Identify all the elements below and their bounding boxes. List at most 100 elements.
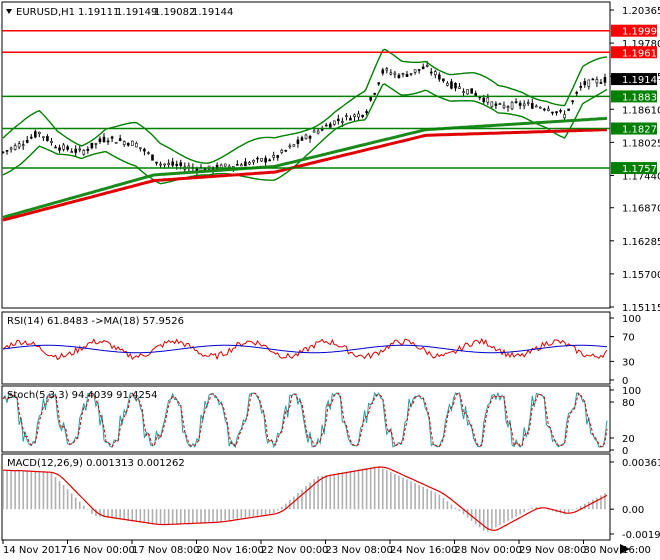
candle-body <box>240 164 243 167</box>
candle-body <box>54 146 57 149</box>
ma-slow-green <box>2 116 608 219</box>
candle-body <box>248 162 251 165</box>
candle-body <box>518 102 522 106</box>
macd-plot <box>2 466 608 532</box>
level-label: 1.17571 <box>622 164 660 175</box>
candle-body <box>312 130 316 133</box>
candle-body <box>135 143 138 148</box>
rsi-axis: 100 70 30 0 <box>610 314 641 387</box>
candle-body <box>530 103 534 109</box>
scroll-right-icon[interactable] <box>620 544 630 554</box>
stoch-tick-label: 100 <box>622 386 641 397</box>
candle-body <box>300 137 304 141</box>
price-tick-label: 1.16285 <box>622 237 660 248</box>
candle-body <box>551 111 554 114</box>
candle-body <box>74 148 78 153</box>
candle-body <box>345 115 348 117</box>
candle-body <box>17 143 21 148</box>
candle-body <box>401 73 405 75</box>
rsi-tick-label: 30 <box>622 357 635 368</box>
candle-body <box>526 102 530 104</box>
candle-body <box>365 111 368 114</box>
candle-body <box>514 101 518 104</box>
candle-body <box>90 142 94 149</box>
level-box <box>611 24 657 37</box>
candle-body <box>405 74 409 78</box>
time-tick-label: 23 Nov 08:00 <box>326 545 393 556</box>
stoch-signal-line <box>2 392 608 448</box>
stoch-tick-label: 20 <box>622 434 635 445</box>
symbol-label: EURUSD,H1 <box>16 7 75 18</box>
candle-body <box>502 104 506 109</box>
time-tick-label: 17 Nov 08:00 <box>132 545 199 556</box>
candle-body <box>421 66 425 70</box>
macd-tick-label: 0.00 <box>622 505 644 516</box>
candle-body <box>603 77 607 83</box>
candle-body <box>66 146 69 150</box>
candle-body <box>82 150 86 155</box>
candle-body <box>304 134 308 139</box>
macd-title: MACD(12,26,9) 0.001313 0.001262 <box>7 458 185 469</box>
candle-body <box>62 144 65 150</box>
candle-body <box>466 89 469 95</box>
level-label: 1.19144 <box>622 75 660 86</box>
price-plot <box>1 48 608 222</box>
candle-body <box>498 103 502 105</box>
candle-body <box>555 111 558 114</box>
candle-body <box>308 136 312 139</box>
candle-body <box>268 159 271 162</box>
high-value: 1.19149 <box>116 7 157 18</box>
candle-body <box>385 68 389 71</box>
candle-body <box>114 142 118 144</box>
candle-body <box>25 140 29 143</box>
stoch-main-line <box>2 391 608 449</box>
price-tick-label: 1.16870 <box>622 204 660 215</box>
candle-body <box>252 160 255 163</box>
candle-body <box>361 114 364 118</box>
level-label: 1.19618 <box>622 48 660 59</box>
dropdown-arrow-icon[interactable] <box>6 9 12 14</box>
candle-body <box>486 97 490 103</box>
rsi-ma-line <box>2 344 608 354</box>
candle-body <box>94 142 98 145</box>
candle-body <box>106 140 110 143</box>
candle-body <box>522 103 526 107</box>
macd-signal-line <box>2 466 608 531</box>
candle-body <box>470 88 473 94</box>
level-box <box>611 90 657 103</box>
candle-body <box>175 163 179 166</box>
candle-body <box>296 139 300 144</box>
candle-body <box>288 145 292 148</box>
candle-body <box>78 148 82 151</box>
candle-body <box>571 100 574 103</box>
time-tick-label: 16 Nov 00:00 <box>68 545 135 556</box>
candle-body <box>143 148 146 152</box>
candle-body <box>389 72 393 75</box>
price-tick-label: 1.18610 <box>622 105 660 116</box>
candle-body <box>280 149 284 153</box>
candle-body <box>563 114 566 119</box>
price-tick-label: 1.18025 <box>622 138 660 149</box>
macd-tick-label: -0.001906 <box>622 530 660 541</box>
candle-body <box>256 157 259 160</box>
low-value: 1.19082 <box>154 7 195 18</box>
candle-body <box>543 108 546 111</box>
candle-body <box>98 138 102 143</box>
stoch-plot <box>2 391 608 449</box>
candle-body <box>13 145 17 150</box>
stoch-title: Stoch(5,3,3) 94.4039 91.4254 <box>7 390 158 401</box>
candle-body <box>167 163 170 165</box>
candle-body <box>494 103 498 106</box>
candle-body <box>595 79 599 84</box>
candle-body <box>34 131 37 138</box>
price-tick-label: 1.17440 <box>622 171 660 182</box>
candle-body <box>381 69 385 74</box>
candle-body <box>349 117 352 121</box>
candle-body <box>454 82 457 89</box>
candle-body <box>337 118 340 122</box>
macd-axis: 0.003618 0.00 -0.001906 <box>610 458 660 541</box>
candle-body <box>397 74 401 79</box>
